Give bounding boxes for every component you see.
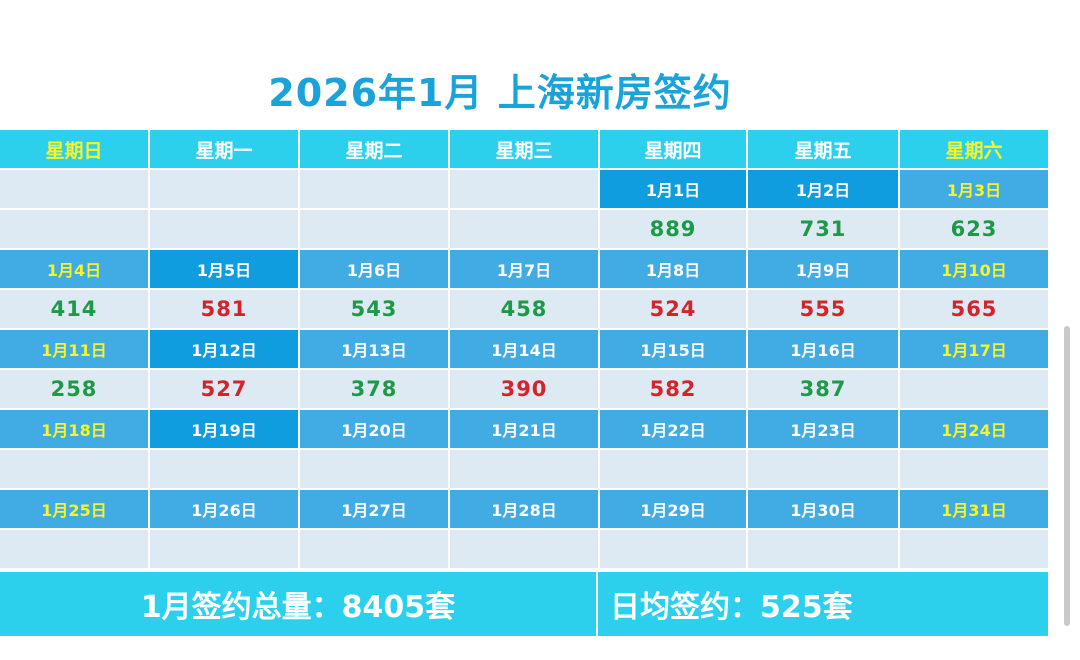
signing-count: 387 bbox=[748, 370, 900, 410]
signing-count: 582 bbox=[600, 370, 748, 410]
value-row bbox=[0, 450, 1048, 490]
signing-count bbox=[600, 530, 748, 570]
value-row bbox=[0, 530, 1048, 570]
date-cell: 1月16日 bbox=[748, 330, 900, 370]
value-row: 414 581 543 458 524 555 565 bbox=[0, 290, 1048, 330]
signing-count bbox=[900, 530, 1048, 570]
weekday-header: 星期三 bbox=[450, 130, 600, 170]
date-cell: 1月1日 bbox=[600, 170, 748, 210]
value-row: 889 731 623 bbox=[0, 210, 1048, 250]
weekday-header: 星期一 bbox=[150, 130, 300, 170]
signing-count: 414 bbox=[0, 290, 150, 330]
weekday-header: 星期四 bbox=[600, 130, 748, 170]
date-cell: 1月26日 bbox=[150, 490, 300, 530]
signing-count bbox=[300, 530, 450, 570]
signing-count bbox=[748, 530, 900, 570]
signing-count: 543 bbox=[300, 290, 450, 330]
signing-count: 555 bbox=[748, 290, 900, 330]
date-cell: 1月5日 bbox=[150, 250, 300, 290]
date-cell: 1月11日 bbox=[0, 330, 150, 370]
date-row: 1月25日 1月26日 1月27日 1月28日 1月29日 1月30日 1月31日 bbox=[0, 490, 1048, 530]
date-cell: 1月19日 bbox=[150, 410, 300, 450]
signing-count: 258 bbox=[0, 370, 150, 410]
summary-bar: 1月签约总量：8405套 日均签约：525套 bbox=[0, 572, 1048, 636]
scrollbar[interactable] bbox=[1064, 326, 1070, 626]
empty-date-cell bbox=[300, 170, 450, 210]
signing-count bbox=[300, 450, 450, 490]
date-cell: 1月27日 bbox=[300, 490, 450, 530]
date-cell: 1月2日 bbox=[748, 170, 900, 210]
date-cell: 1月6日 bbox=[300, 250, 450, 290]
date-cell: 1月10日 bbox=[900, 250, 1048, 290]
page-title: 2026年1月 上海新房签约 bbox=[268, 71, 732, 115]
empty-date-cell bbox=[0, 170, 150, 210]
signing-count: 527 bbox=[150, 370, 300, 410]
signing-count bbox=[150, 530, 300, 570]
date-cell: 1月28日 bbox=[450, 490, 600, 530]
date-cell: 1月3日 bbox=[900, 170, 1048, 210]
date-cell: 1月17日 bbox=[900, 330, 1048, 370]
weekday-header: 星期五 bbox=[748, 130, 900, 170]
date-cell: 1月7日 bbox=[450, 250, 600, 290]
signing-count: 623 bbox=[900, 210, 1048, 250]
date-cell: 1月23日 bbox=[748, 410, 900, 450]
signing-count: 731 bbox=[748, 210, 900, 250]
signing-count bbox=[450, 210, 600, 250]
signing-count: 458 bbox=[450, 290, 600, 330]
date-cell: 1月30日 bbox=[748, 490, 900, 530]
signing-count bbox=[0, 530, 150, 570]
signing-count bbox=[900, 450, 1048, 490]
signing-count bbox=[300, 210, 450, 250]
date-cell: 1月29日 bbox=[600, 490, 748, 530]
signing-count bbox=[150, 210, 300, 250]
date-cell: 1月12日 bbox=[150, 330, 300, 370]
date-row: 1月1日 1月2日 1月3日 bbox=[0, 170, 1048, 210]
signing-count: 565 bbox=[900, 290, 1048, 330]
calendar-table: 星期日 星期一 星期二 星期三 星期四 星期五 星期六 1月1日 1月2日 1月3日… bbox=[0, 130, 1048, 636]
weekday-header-row: 星期日 星期一 星期二 星期三 星期四 星期五 星期六 bbox=[0, 130, 1048, 170]
date-cell: 1月21日 bbox=[450, 410, 600, 450]
date-row: 1月18日 1月19日 1月20日 1月21日 1月22日 1月23日 1月24日 bbox=[0, 410, 1048, 450]
date-cell: 1月24日 bbox=[900, 410, 1048, 450]
signing-count bbox=[450, 450, 600, 490]
value-row: 258 527 378 390 582 387 bbox=[0, 370, 1048, 410]
date-row: 1月11日 1月12日 1月13日 1月14日 1月15日 1月16日 1月17日 bbox=[0, 330, 1048, 370]
signing-count bbox=[450, 530, 600, 570]
date-cell: 1月20日 bbox=[300, 410, 450, 450]
date-cell: 1月31日 bbox=[900, 490, 1048, 530]
date-cell: 1月9日 bbox=[748, 250, 900, 290]
empty-date-cell bbox=[150, 170, 300, 210]
weekday-header: 星期日 bbox=[0, 130, 150, 170]
signing-count bbox=[900, 370, 1048, 410]
signing-count: 581 bbox=[150, 290, 300, 330]
weekday-header: 星期六 bbox=[900, 130, 1048, 170]
weekday-header: 星期二 bbox=[300, 130, 450, 170]
empty-date-cell bbox=[450, 170, 600, 210]
signing-count bbox=[0, 210, 150, 250]
monthly-total: 1月签约总量：8405套 bbox=[0, 572, 598, 636]
date-row: 1月4日 1月5日 1月6日 1月7日 1月8日 1月9日 1月10日 bbox=[0, 250, 1048, 290]
date-cell: 1月8日 bbox=[600, 250, 748, 290]
signing-count: 524 bbox=[600, 290, 748, 330]
signing-count bbox=[600, 450, 748, 490]
date-cell: 1月18日 bbox=[0, 410, 150, 450]
signing-count bbox=[0, 450, 150, 490]
date-cell: 1月13日 bbox=[300, 330, 450, 370]
date-cell: 1月4日 bbox=[0, 250, 150, 290]
signing-count: 889 bbox=[600, 210, 748, 250]
date-cell: 1月25日 bbox=[0, 490, 150, 530]
signing-count bbox=[748, 450, 900, 490]
date-cell: 1月14日 bbox=[450, 330, 600, 370]
signing-count: 378 bbox=[300, 370, 450, 410]
signing-count bbox=[150, 450, 300, 490]
date-cell: 1月15日 bbox=[600, 330, 748, 370]
daily-average: 日均签约：525套 bbox=[598, 572, 1048, 636]
date-cell: 1月22日 bbox=[600, 410, 748, 450]
signing-count: 390 bbox=[450, 370, 600, 410]
